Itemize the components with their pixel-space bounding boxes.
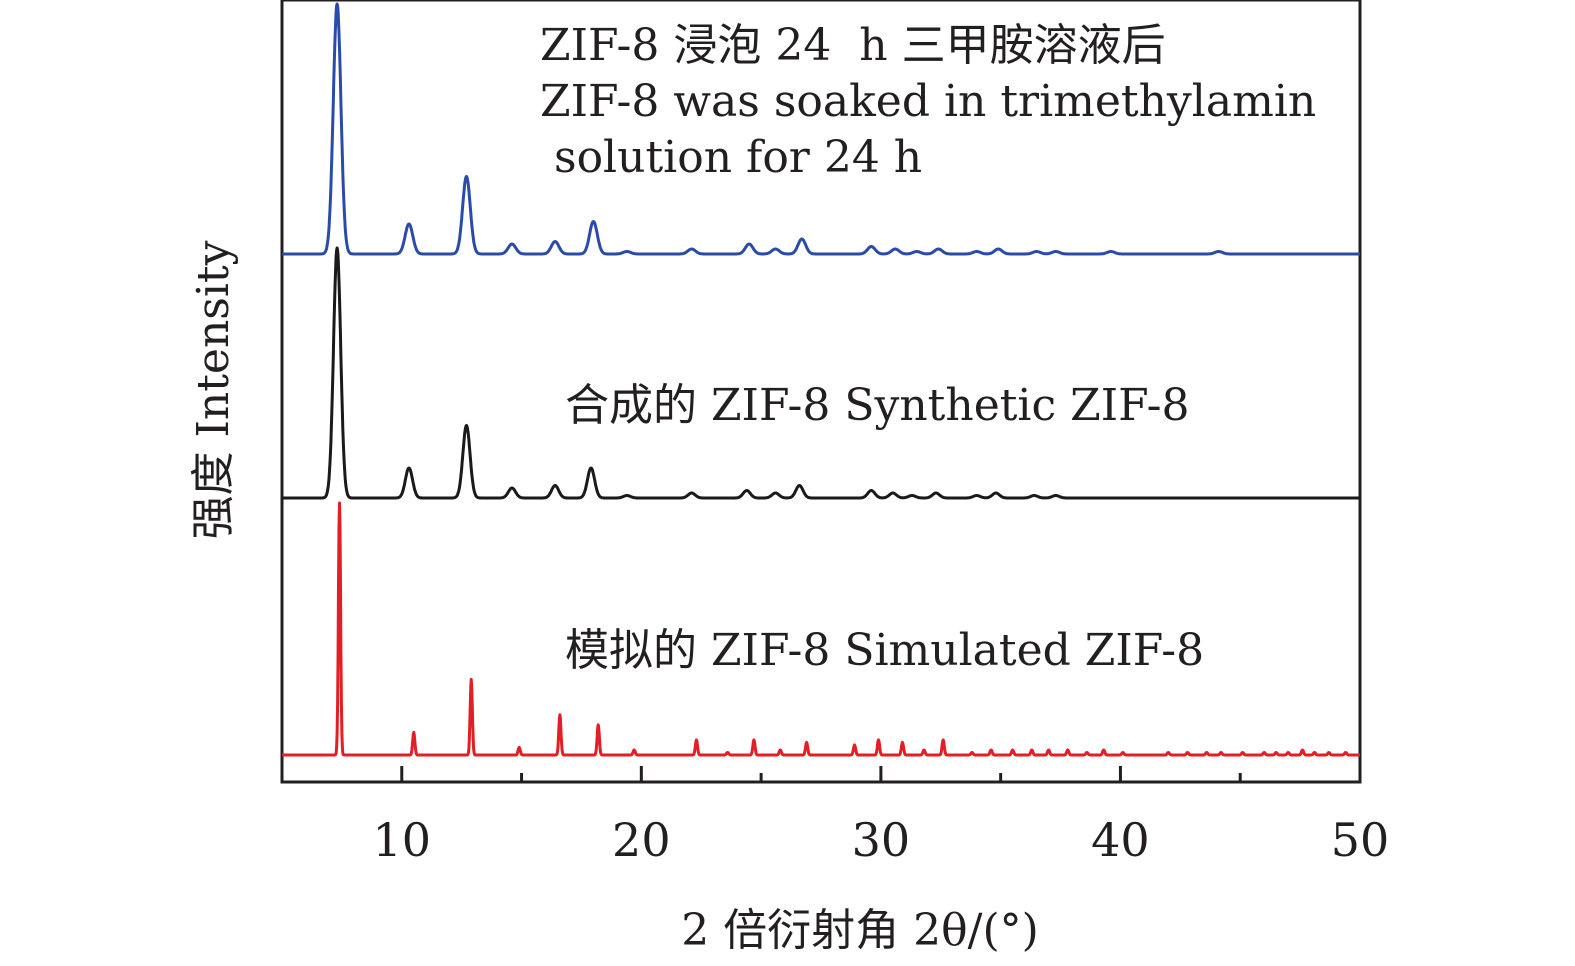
series-line xyxy=(281,246,1361,500)
series-label: ZIF-8 was soaked in trimethylamin xyxy=(540,76,1316,127)
series-label: 模拟的 ZIF-8 Simulated ZIF-8 xyxy=(565,625,1204,676)
x-ticks xyxy=(280,766,1362,782)
series-line xyxy=(281,2,1361,256)
series-line xyxy=(281,501,1361,757)
x-axis-title: 2 倍衍射角 2θ/(°) xyxy=(681,905,1039,956)
x-tick-label: 10 xyxy=(373,813,432,867)
y-axis-title: 强度 Intensity xyxy=(188,240,239,539)
x-tick-label: 50 xyxy=(1331,813,1390,867)
series-label: 合成的 ZIF-8 Synthetic ZIF-8 xyxy=(565,380,1190,431)
x-tick-label: 40 xyxy=(1091,813,1150,867)
x-tick-label: 30 xyxy=(852,813,911,867)
x-tick-labels: 10 20 30 40 50 xyxy=(373,813,1390,867)
series-label: solution for 24 h xyxy=(540,132,922,183)
series-label: ZIF-8 浸泡 24 h 三甲胺溶液后 xyxy=(540,20,1166,71)
plot-frame xyxy=(280,0,1362,784)
series-traces xyxy=(281,2,1361,757)
x-tick-label: 20 xyxy=(612,813,671,867)
